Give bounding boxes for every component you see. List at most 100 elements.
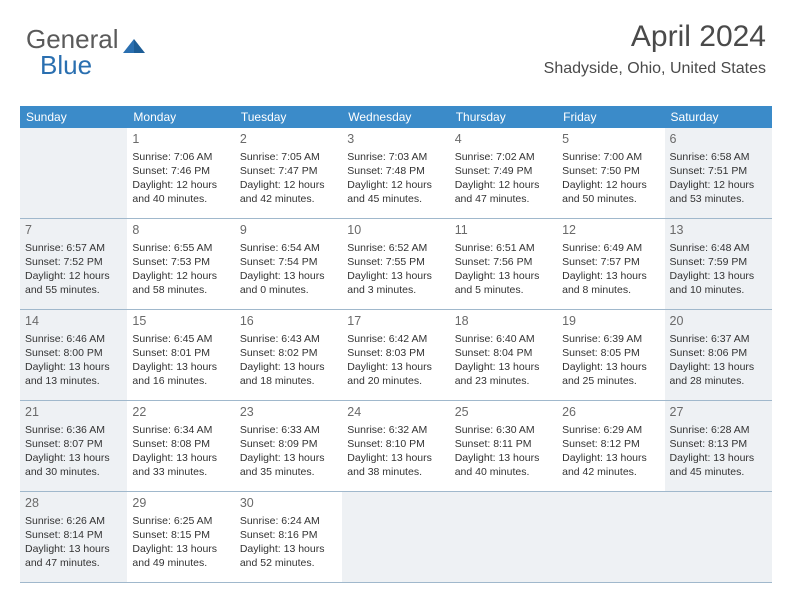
sunrise-line: Sunrise: 6:58 AM	[670, 150, 767, 164]
sunrise-line: Sunrise: 6:39 AM	[562, 332, 659, 346]
sunrise-line: Sunrise: 7:03 AM	[347, 150, 444, 164]
sunrise-line: Sunrise: 6:36 AM	[25, 423, 122, 437]
sunrise-line: Sunrise: 6:57 AM	[25, 241, 122, 255]
day-cell: 16 Sunrise: 6:43 AMSunset: 8:02 PMDayligh…	[235, 310, 342, 400]
day-cell: 19Sunrise: 6:39 AMSunset: 8:05 PMDayligh…	[557, 310, 664, 400]
day-cell: 2Sunrise: 7:05 AMSunset: 7:47 PMDaylight…	[235, 128, 342, 218]
sunset-line: Sunset: 8:02 PM	[240, 346, 337, 360]
sunset-line: Sunset: 8:16 PM	[240, 528, 337, 542]
day-cell: 25Sunrise: 6:30 AMSunset: 8:11 PMDayligh…	[450, 401, 557, 491]
day-cell: 7Sunrise: 6:57 AMSunset: 7:52 PMDaylight…	[20, 219, 127, 309]
day-number: 10	[347, 222, 444, 239]
sunrise-line: Sunrise: 6:29 AM	[562, 423, 659, 437]
sunrise-line: Sunrise: 6:52 AM	[347, 241, 444, 255]
sunrise-line: Sunrise: 6:42 AM	[347, 332, 444, 346]
daylight-line: Daylight: 12 hours and 50 minutes.	[562, 178, 659, 206]
sunrise-line: Sunrise: 6:46 AM	[25, 332, 122, 346]
day-cell: 14Sunrise: 6:46 AMSunset: 8:00 PMDayligh…	[20, 310, 127, 400]
sunrise-line: Sunrise: 7:00 AM	[562, 150, 659, 164]
daylight-line: Daylight: 13 hours and 38 minutes.	[347, 451, 444, 479]
daylight-line: Daylight: 12 hours and 45 minutes.	[347, 178, 444, 206]
day-number: 12	[562, 222, 659, 239]
day-number: 29	[132, 495, 229, 512]
day-cell: 1Sunrise: 7:06 AMSunset: 7:46 PMDaylight…	[127, 128, 234, 218]
day-cell: 18Sunrise: 6:40 AMSunset: 8:04 PMDayligh…	[450, 310, 557, 400]
day-number: 16	[240, 313, 337, 330]
sunset-line: Sunset: 7:49 PM	[455, 164, 552, 178]
daylight-line: Daylight: 13 hours and 42 minutes.	[562, 451, 659, 479]
daylight-line: Daylight: 13 hours and 5 minutes.	[455, 269, 552, 297]
day-number: 4	[455, 131, 552, 148]
weeks-container: 1Sunrise: 7:06 AMSunset: 7:46 PMDaylight…	[20, 128, 772, 583]
sunset-line: Sunset: 8:08 PM	[132, 437, 229, 451]
day-number: 26	[562, 404, 659, 421]
sunset-line: Sunset: 8:12 PM	[562, 437, 659, 451]
sunrise-line: Sunrise: 6:25 AM	[132, 514, 229, 528]
sunrise-line: Sunrise: 6:24 AM	[240, 514, 337, 528]
sunrise-line: Sunrise: 6:32 AM	[347, 423, 444, 437]
daylight-line: Daylight: 13 hours and 20 minutes.	[347, 360, 444, 388]
dow-header-cell: Monday	[127, 106, 234, 128]
daylight-line: Daylight: 12 hours and 40 minutes.	[132, 178, 229, 206]
sunrise-line: Sunrise: 6:43 AM	[240, 332, 337, 346]
dow-header-cell: Sunday	[20, 106, 127, 128]
dow-header-cell: Friday	[557, 106, 664, 128]
sunset-line: Sunset: 8:00 PM	[25, 346, 122, 360]
sunset-line: Sunset: 7:57 PM	[562, 255, 659, 269]
sunset-line: Sunset: 8:15 PM	[132, 528, 229, 542]
sunset-line: Sunset: 8:07 PM	[25, 437, 122, 451]
daylight-line: Daylight: 13 hours and 18 minutes.	[240, 360, 337, 388]
day-cell-empty	[557, 492, 664, 582]
sunrise-line: Sunrise: 6:37 AM	[670, 332, 767, 346]
sunset-line: Sunset: 7:54 PM	[240, 255, 337, 269]
sunrise-line: Sunrise: 6:55 AM	[132, 241, 229, 255]
day-cell: 10Sunrise: 6:52 AMSunset: 7:55 PMDayligh…	[342, 219, 449, 309]
day-cell: 26 Sunrise: 6:29 AMSunset: 8:12 PMDayligh…	[557, 401, 664, 491]
daylight-line: Daylight: 13 hours and 49 minutes.	[132, 542, 229, 570]
sunset-line: Sunset: 7:56 PM	[455, 255, 552, 269]
day-cell: 28Sunrise: 6:26 AMSunset: 8:14 PMDayligh…	[20, 492, 127, 582]
day-number: 7	[25, 222, 122, 239]
day-number: 23	[240, 404, 337, 421]
sunrise-line: Sunrise: 6:33 AM	[240, 423, 337, 437]
day-cell-empty	[665, 492, 772, 582]
sunset-line: Sunset: 7:55 PM	[347, 255, 444, 269]
daylight-line: Daylight: 12 hours and 58 minutes.	[132, 269, 229, 297]
day-number: 8	[132, 222, 229, 239]
sunrise-line: Sunrise: 6:30 AM	[455, 423, 552, 437]
header-right: April 2024 Shadyside, Ohio, United State…	[544, 20, 766, 78]
sunset-line: Sunset: 7:53 PM	[132, 255, 229, 269]
day-number: 15	[132, 313, 229, 330]
day-cell: 15Sunrise: 6:45 AMSunset: 8:01 PMDayligh…	[127, 310, 234, 400]
day-cell-empty	[450, 492, 557, 582]
week-row: 7Sunrise: 6:57 AMSunset: 7:52 PMDaylight…	[20, 219, 772, 310]
daylight-line: Daylight: 13 hours and 30 minutes.	[25, 451, 122, 479]
day-number: 17	[347, 313, 444, 330]
sunrise-line: Sunrise: 7:05 AM	[240, 150, 337, 164]
sunset-line: Sunset: 8:04 PM	[455, 346, 552, 360]
daylight-line: Daylight: 12 hours and 53 minutes.	[670, 178, 767, 206]
day-cell: 29 Sunrise: 6:25 AMSunset: 8:15 PMDayligh…	[127, 492, 234, 582]
day-number: 13	[670, 222, 767, 239]
dow-header-row: SundayMondayTuesdayWednesdayThursdayFrid…	[20, 106, 772, 128]
day-number: 19	[562, 313, 659, 330]
sunrise-line: Sunrise: 6:54 AM	[240, 241, 337, 255]
dow-header-cell: Wednesday	[342, 106, 449, 128]
calendar: SundayMondayTuesdayWednesdayThursdayFrid…	[20, 106, 772, 583]
day-number: 28	[25, 495, 122, 512]
daylight-line: Daylight: 13 hours and 25 minutes.	[562, 360, 659, 388]
sunset-line: Sunset: 7:46 PM	[132, 164, 229, 178]
day-number: 6	[670, 131, 767, 148]
dow-header-cell: Saturday	[665, 106, 772, 128]
day-cell: 9Sunrise: 6:54 AMSunset: 7:54 PMDaylight…	[235, 219, 342, 309]
day-number: 22	[132, 404, 229, 421]
daylight-line: Daylight: 13 hours and 0 minutes.	[240, 269, 337, 297]
day-cell: 21Sunrise: 6:36 AMSunset: 8:07 PMDayligh…	[20, 401, 127, 491]
week-row: 21Sunrise: 6:36 AMSunset: 8:07 PMDayligh…	[20, 401, 772, 492]
sunset-line: Sunset: 8:09 PM	[240, 437, 337, 451]
sunrise-line: Sunrise: 6:51 AM	[455, 241, 552, 255]
daylight-line: Daylight: 13 hours and 16 minutes.	[132, 360, 229, 388]
day-cell: 8 Sunrise: 6:55 AMSunset: 7:53 PMDaylight…	[127, 219, 234, 309]
day-cell: 27Sunrise: 6:28 AMSunset: 8:13 PMDayligh…	[665, 401, 772, 491]
day-cell: 13Sunrise: 6:48 AMSunset: 7:59 PMDayligh…	[665, 219, 772, 309]
